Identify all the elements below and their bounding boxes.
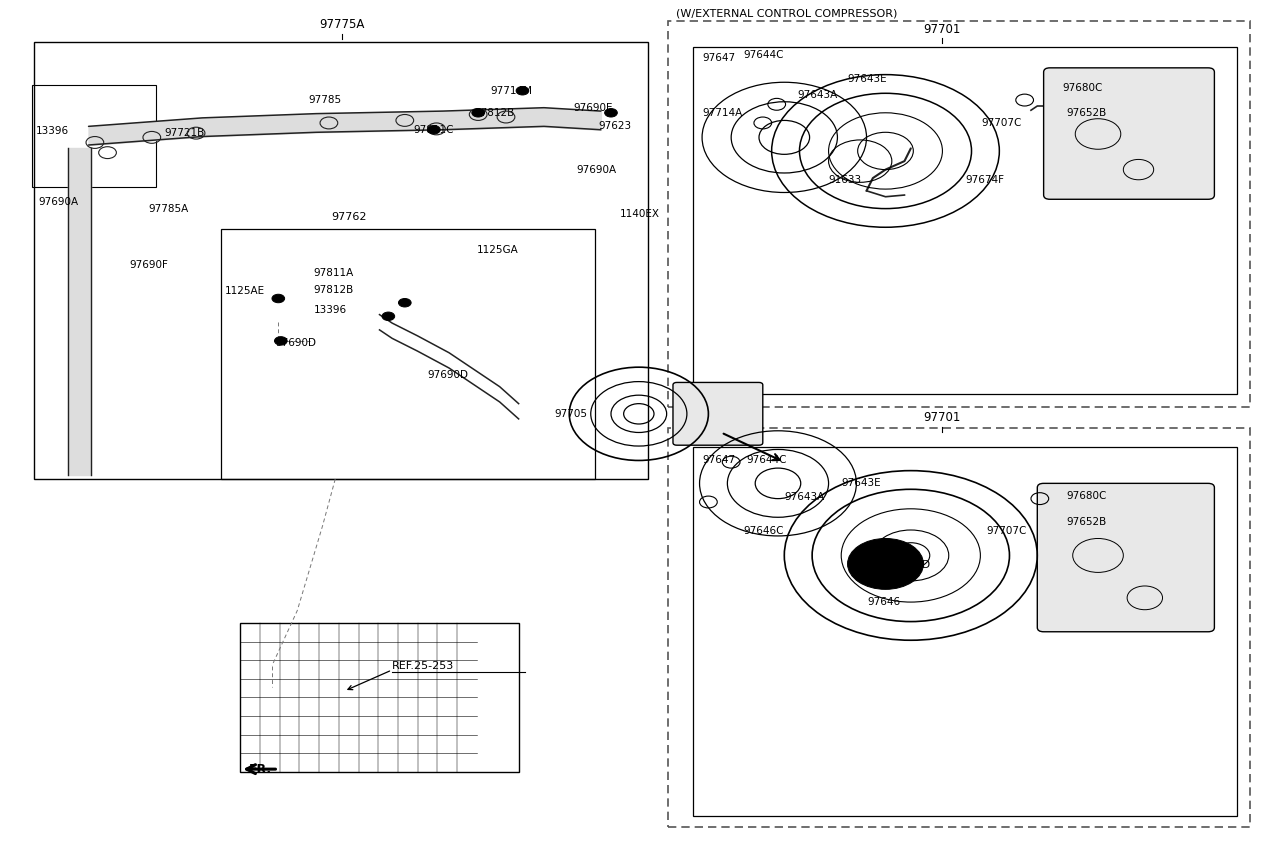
Text: 97644C: 97644C	[744, 50, 784, 60]
Text: 97647: 97647	[702, 455, 735, 465]
Text: 97812B: 97812B	[474, 108, 515, 118]
Text: 97785: 97785	[309, 95, 342, 105]
Bar	[668, 21, 1250, 407]
Text: 97811C: 97811C	[414, 125, 454, 135]
Text: 97680C: 97680C	[1063, 83, 1103, 93]
Bar	[240, 623, 519, 772]
Text: 97785A: 97785A	[148, 204, 188, 214]
Text: 97775A: 97775A	[319, 19, 364, 31]
Text: 97707C: 97707C	[987, 526, 1027, 536]
Text: 97690A: 97690A	[577, 165, 617, 175]
Bar	[34, 42, 648, 479]
FancyBboxPatch shape	[1044, 68, 1214, 199]
Bar	[693, 47, 1237, 394]
Text: 97647: 97647	[702, 53, 735, 63]
Text: (W/EXTERNAL CONTROL COMPRESSOR): (W/EXTERNAL CONTROL COMPRESSOR)	[676, 8, 897, 19]
Text: 91633: 91633	[829, 175, 861, 185]
Circle shape	[605, 109, 617, 117]
Text: 97643E: 97643E	[841, 478, 880, 488]
Text: 1125AE: 1125AE	[225, 286, 266, 296]
Bar	[32, 85, 156, 187]
Text: 97714A: 97714A	[702, 108, 743, 118]
Text: 97714M: 97714M	[491, 86, 533, 96]
Text: 97643E: 97643E	[848, 74, 887, 84]
Text: 97646C: 97646C	[744, 526, 784, 536]
Text: 97690D: 97690D	[428, 370, 468, 380]
Text: 97812B: 97812B	[314, 285, 354, 295]
Text: FR.: FR.	[249, 762, 272, 776]
Text: 97705: 97705	[554, 409, 587, 419]
Circle shape	[428, 126, 440, 134]
Text: REF.25-253: REF.25-253	[392, 661, 454, 671]
Text: 97690E: 97690E	[573, 103, 612, 113]
Text: 97643A: 97643A	[797, 90, 837, 100]
Text: 13396: 13396	[314, 304, 347, 315]
Circle shape	[275, 337, 287, 345]
Text: 1140EX: 1140EX	[620, 209, 660, 219]
Text: 97762: 97762	[331, 212, 367, 222]
Bar	[693, 447, 1237, 816]
Text: 97690A: 97690A	[38, 197, 78, 207]
Circle shape	[516, 86, 529, 95]
Circle shape	[398, 298, 411, 307]
Text: 97721B: 97721B	[164, 128, 205, 138]
Text: 13396: 13396	[35, 126, 68, 137]
Text: 97674F: 97674F	[965, 175, 1004, 185]
Text: 97711D: 97711D	[889, 560, 931, 570]
Circle shape	[472, 109, 484, 117]
Text: 97643A: 97643A	[784, 492, 825, 502]
Text: 97652B: 97652B	[1066, 108, 1107, 118]
Text: 97701: 97701	[923, 411, 961, 424]
Circle shape	[382, 312, 395, 321]
Text: 97707C: 97707C	[982, 118, 1022, 128]
Text: 97644C: 97644C	[746, 455, 787, 465]
Text: 97811A: 97811A	[314, 268, 354, 278]
FancyBboxPatch shape	[1037, 483, 1214, 632]
Text: 1125GA: 1125GA	[477, 245, 519, 255]
Text: 97652B: 97652B	[1066, 516, 1107, 527]
Bar	[221, 229, 595, 479]
Bar	[668, 428, 1250, 827]
Text: 97690F: 97690F	[129, 259, 168, 270]
Text: 97701: 97701	[923, 23, 961, 36]
FancyBboxPatch shape	[673, 382, 763, 445]
Text: 97646: 97646	[868, 597, 901, 607]
Text: 97690D: 97690D	[276, 338, 316, 349]
Text: 97680C: 97680C	[1066, 491, 1107, 501]
Text: 97623: 97623	[598, 120, 631, 131]
Circle shape	[272, 294, 285, 303]
Circle shape	[848, 538, 923, 589]
